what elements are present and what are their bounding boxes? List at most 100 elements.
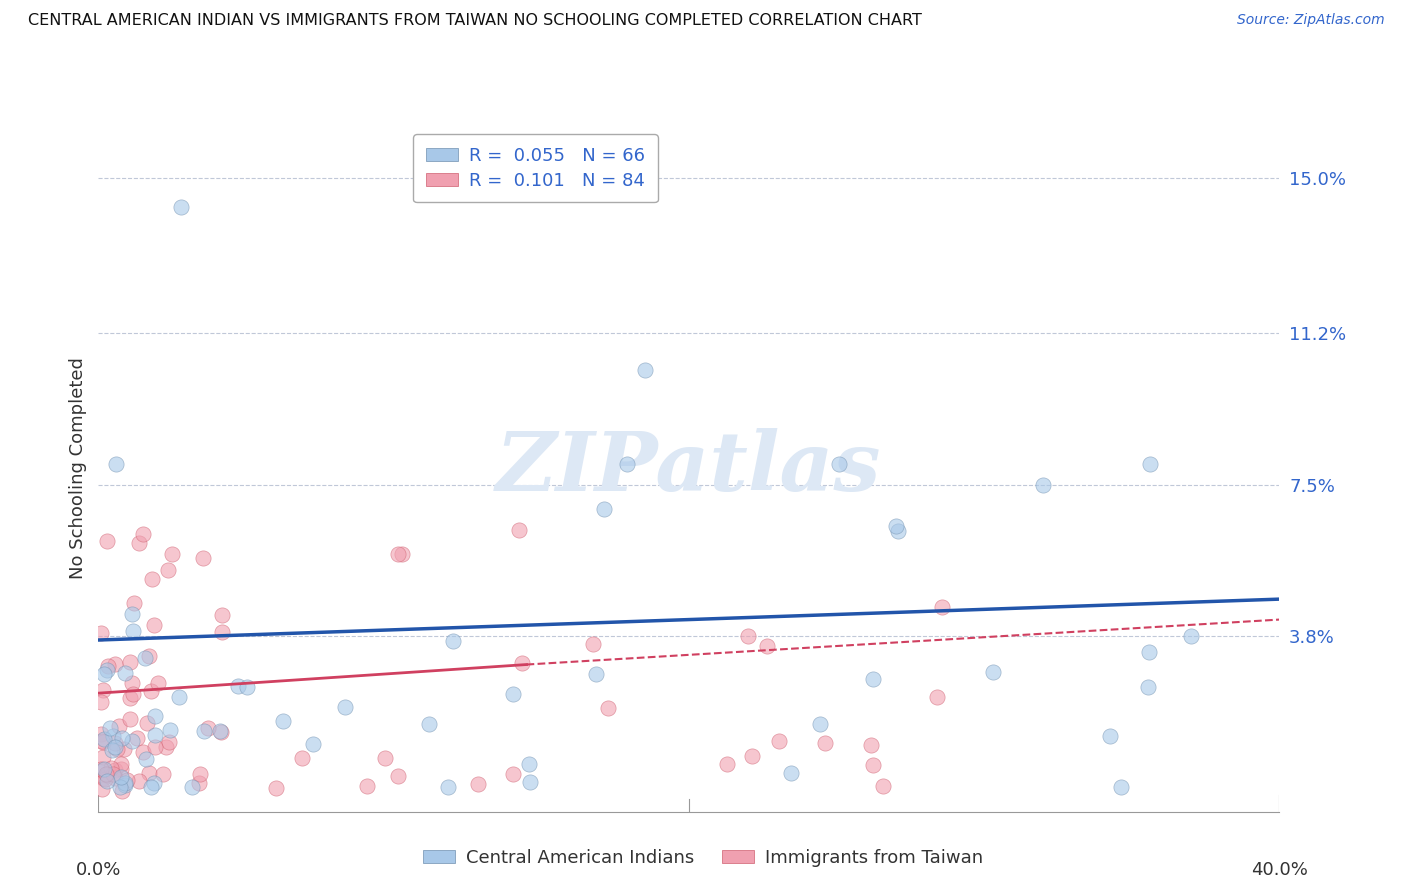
Point (110, 762, 132, 776)
Point (114, 776, 136, 790)
Point (93, 666, 115, 681)
Point (128, 773, 150, 788)
Point (209, 724, 232, 739)
Point (96, 534, 118, 549)
Point (508, 523, 530, 537)
Point (780, 765, 803, 780)
Point (135, 752, 157, 766)
Point (141, 684, 163, 698)
Y-axis label: No Schooling Completed: No Schooling Completed (69, 358, 87, 579)
Point (98, 722, 121, 736)
Point (373, 750, 395, 764)
Point (110, 770, 132, 784)
Point (91, 771, 114, 785)
Point (180, 780, 202, 794)
Point (235, 680, 257, 694)
Point (100, 761, 122, 775)
Point (93, 731, 115, 746)
Point (187, 776, 209, 790)
Point (118, 713, 141, 727)
Point (862, 758, 884, 772)
Point (467, 776, 489, 790)
Point (135, 716, 157, 731)
Point (159, 723, 181, 737)
Point (141, 572, 163, 586)
Point (121, 733, 143, 747)
Point (121, 624, 143, 638)
Point (107, 718, 129, 732)
Point (121, 607, 143, 621)
Point (93, 772, 115, 786)
Point (1109, 780, 1132, 794)
Point (127, 731, 149, 746)
Point (111, 783, 134, 797)
Point (884, 518, 907, 533)
Point (114, 666, 136, 681)
Point (143, 739, 166, 754)
Point (1136, 680, 1159, 694)
Point (91, 781, 114, 796)
Point (128, 536, 150, 550)
Point (122, 596, 145, 610)
Point (519, 775, 541, 789)
Point (931, 600, 953, 615)
Point (585, 667, 607, 681)
Point (502, 687, 524, 701)
Point (264, 780, 287, 795)
Text: 0.0%: 0.0% (76, 861, 121, 879)
Point (142, 617, 165, 632)
Point (633, 363, 655, 377)
Point (91, 682, 114, 697)
Point (1032, 477, 1054, 491)
Point (91, 750, 114, 764)
Point (112, 741, 135, 756)
Point (828, 457, 851, 471)
Point (101, 743, 124, 757)
Point (737, 629, 759, 643)
Point (862, 672, 884, 686)
Point (138, 766, 160, 780)
Point (145, 728, 167, 742)
Point (103, 657, 125, 672)
Point (768, 733, 790, 747)
Point (756, 640, 779, 654)
Text: Source: ZipAtlas.com: Source: ZipAtlas.com (1237, 13, 1385, 28)
Point (808, 717, 831, 731)
Point (94, 767, 117, 781)
Point (1139, 457, 1161, 471)
Point (104, 771, 127, 785)
Point (132, 526, 155, 541)
Legend: Central American Indians, Immigrants from Taiwan: Central American Indians, Immigrants fro… (416, 842, 990, 874)
Point (436, 780, 458, 794)
Point (741, 749, 763, 764)
Point (104, 740, 127, 755)
Point (1099, 729, 1122, 743)
Point (356, 780, 378, 794)
Point (90, 695, 112, 709)
Point (191, 550, 214, 565)
Point (598, 701, 620, 715)
Point (104, 457, 127, 471)
Point (111, 731, 134, 745)
Point (104, 763, 127, 777)
Point (110, 756, 132, 771)
Point (96, 773, 118, 788)
Point (814, 735, 837, 749)
Point (927, 690, 949, 704)
Point (188, 767, 211, 781)
Point (157, 735, 180, 749)
Point (887, 524, 910, 538)
Point (103, 767, 125, 781)
Point (271, 714, 294, 728)
Point (139, 780, 162, 794)
Point (122, 687, 145, 701)
Point (146, 676, 169, 690)
Point (152, 767, 174, 781)
Point (510, 656, 533, 670)
Point (391, 547, 413, 561)
Point (291, 750, 314, 764)
Point (582, 637, 605, 651)
Point (872, 779, 894, 793)
Point (1137, 645, 1160, 659)
Point (118, 691, 141, 706)
